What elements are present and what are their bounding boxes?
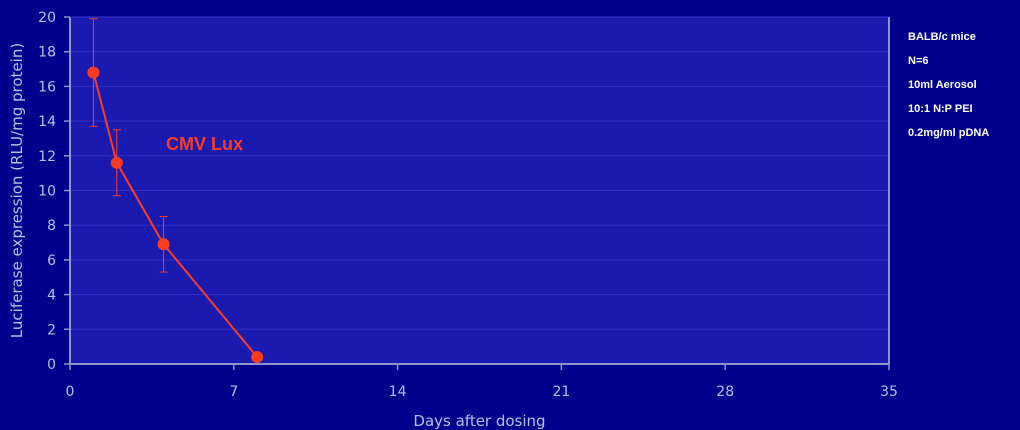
series-label: CMV Lux [166, 134, 243, 154]
data-point [251, 351, 264, 364]
data-point [110, 156, 123, 169]
x-tick-label: 28 [716, 384, 734, 400]
y-tick-label: 4 [47, 288, 56, 304]
data-point [157, 238, 170, 251]
x-tick-label: 7 [229, 384, 238, 400]
annotation-line: 10:1 N:P PEI [908, 103, 973, 115]
y-tick-label: 16 [38, 79, 56, 95]
series-cmv-lux [87, 18, 264, 364]
y-tick-label: 0 [47, 357, 56, 373]
y-tick-label: 8 [47, 218, 56, 234]
annotation-line: BALB/c mice [908, 31, 976, 43]
y-tick-label: 12 [38, 149, 56, 165]
x-axis-title: Days after dosing [413, 412, 545, 430]
annotation-line: 0.2mg/ml pDNA [908, 127, 989, 139]
data-point [87, 66, 100, 79]
x-tick-label: 35 [880, 384, 898, 400]
y-tick-label: 2 [47, 322, 56, 338]
y-tick-label: 10 [38, 184, 56, 200]
y-tick-label: 20 [38, 10, 56, 26]
annotation-line: 10ml Aerosol [908, 79, 977, 91]
annotation-notes: BALB/c mice N=6 10ml Aerosol 10:1 N:P PEI 0.… [908, 31, 989, 139]
x-tick-label: 0 [66, 384, 75, 400]
y-tick-label: 14 [38, 114, 56, 130]
series-line [92, 72, 258, 358]
x-tick-labels: 0 7 14 21 28 35 [66, 364, 898, 400]
x-tick-label: 14 [389, 384, 407, 400]
y-tick-label: 18 [38, 45, 56, 61]
annotation-line: N=6 [908, 55, 929, 67]
x-tick-label: 21 [552, 384, 570, 400]
y-tick-labels: 0 2 4 6 8 10 12 14 16 18 20 [38, 10, 70, 373]
y-axis-title: Luciferase expression (RLU/mg protein) [8, 43, 26, 338]
y-tick-label: 6 [47, 253, 56, 269]
